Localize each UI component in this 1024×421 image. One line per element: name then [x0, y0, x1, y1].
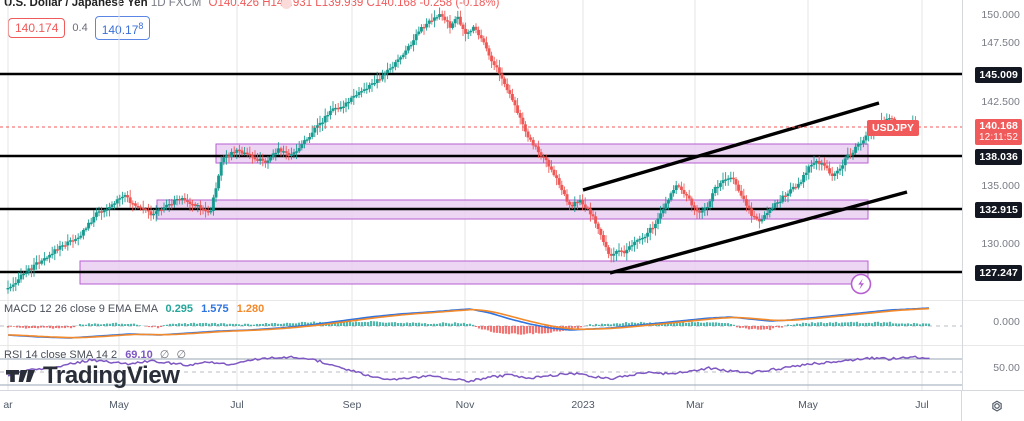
- sr-zones: [80, 144, 868, 284]
- price-level-138: 138.036: [975, 149, 1022, 165]
- price-level-145: 145.009: [975, 67, 1022, 83]
- rsi-value-a: ∅: [160, 349, 170, 361]
- rsi-scale-divider: [963, 345, 1024, 346]
- tradingview-label: TradingView: [43, 362, 180, 390]
- macd-tick-0: 0.000: [993, 316, 1020, 328]
- time-tick-nov-2022: Nov: [456, 399, 475, 411]
- price-scale[interactable]: 150.000 147.500 145.009 142.500 140.168 …: [962, 0, 1024, 390]
- macd-legend[interactable]: MACD 12 26 close 9 EMA EMA 0.295 1.575 1…: [4, 303, 264, 315]
- rsi-value-b: ∅: [176, 349, 186, 361]
- gear-icon[interactable]: [988, 397, 1006, 415]
- rsi-value: 69.10: [125, 349, 153, 361]
- current-price-time: 12:11:52: [979, 132, 1018, 143]
- time-tick-mar-2022: ar: [3, 399, 12, 411]
- price-tick-150: 150.000: [981, 9, 1020, 21]
- ticker-tag[interactable]: USDJPY: [867, 120, 919, 136]
- lightning-alert-icon: [852, 275, 871, 294]
- macd-histogram: [7, 321, 930, 335]
- time-scale[interactable]: ar May Jul Sep Nov 2023 Mar May Jul: [0, 390, 1024, 420]
- price-plot: [0, 0, 962, 300]
- time-tick-2023: 2023: [571, 399, 594, 411]
- price-pane[interactable]: USDJPY: [0, 0, 962, 300]
- price-tick-1425: 142.500: [981, 96, 1020, 108]
- horizontal-levels: [0, 74, 962, 272]
- price-tick-135: 135.000: [981, 180, 1020, 192]
- time-tick-jul-2023: Jul: [915, 399, 928, 411]
- tradingview-watermark: TradingView: [6, 362, 180, 390]
- current-price-value: 140.168: [979, 121, 1018, 132]
- rsi-legend[interactable]: RSI 14 close SMA 14 2 69.10 ∅ ∅: [4, 348, 186, 361]
- macd-legend-name: MACD 12 26 close 9 EMA EMA: [4, 303, 157, 315]
- time-tick-mar-2023: Mar: [686, 399, 704, 411]
- price-tick-130: 130.000: [981, 238, 1020, 250]
- rsi-legend-name: RSI 14 close SMA 14 2: [4, 349, 117, 361]
- time-scale-divider: [961, 391, 962, 421]
- macd-signal-value: 1.280: [237, 303, 265, 315]
- time-tick-may-2023: May: [798, 399, 818, 411]
- price-level-127: 127.247: [975, 265, 1022, 281]
- price-tick-1475: 147.500: [981, 37, 1020, 49]
- tradingview-logo-icon: [6, 365, 36, 387]
- macd-scale-divider: [963, 300, 1024, 301]
- time-tick-sep-2022: Sep: [343, 399, 362, 411]
- macd-line-value: 1.575: [201, 303, 229, 315]
- rsi-tick-50: 50.00: [993, 362, 1020, 374]
- price-level-133: 132.915: [975, 202, 1022, 218]
- time-tick-jul-2022: Jul: [230, 399, 243, 411]
- current-price-box: 140.168 12:11:52: [975, 119, 1022, 145]
- macd-hist-value: 0.295: [166, 303, 194, 315]
- time-tick-may-2022: May: [109, 399, 129, 411]
